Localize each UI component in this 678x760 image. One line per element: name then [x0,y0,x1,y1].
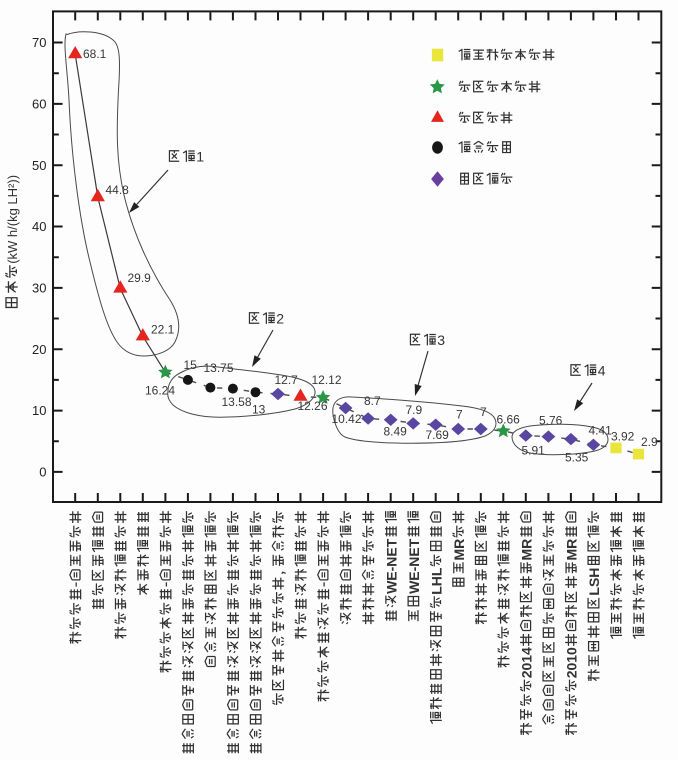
svg-text:40: 40 [32,219,46,234]
svg-text:0: 0 [39,465,46,480]
svg-text:7: 7 [456,408,463,422]
svg-text:15: 15 [184,358,198,372]
svg-text:30: 30 [32,281,46,296]
svg-text:68.1: 68.1 [83,47,107,61]
svg-text:6.66: 6.66 [497,413,521,427]
svg-text:44.8: 44.8 [106,183,130,197]
svg-text:13.58: 13.58 [222,395,252,409]
svg-text:8.49: 8.49 [384,425,408,439]
svg-text:MR: MR [451,539,467,561]
svg-text:13.75: 13.75 [204,361,234,375]
svg-text:12.26: 12.26 [298,399,328,413]
svg-text:13: 13 [252,403,266,417]
svg-text:60: 60 [32,97,46,112]
svg-text:2: 2 [276,311,284,327]
svg-text:3.92: 3.92 [611,430,635,444]
svg-text:12.7: 12.7 [275,373,299,387]
svg-text:5.76: 5.76 [539,414,563,428]
svg-text:2.9: 2.9 [641,435,658,449]
svg-text:12.12: 12.12 [312,373,342,387]
svg-text:7: 7 [480,405,487,419]
svg-text:WE-NET: WE-NET [406,538,422,594]
svg-text:4: 4 [598,363,606,379]
svg-text:50: 50 [32,158,46,173]
svg-text:LHL: LHL [428,567,444,595]
svg-text:22.1: 22.1 [151,323,175,337]
svg-text:MR: MR [564,539,580,561]
svg-text:10.42: 10.42 [332,412,362,426]
svg-text:(kW h/(kg LH²)): (kW h/(kg LH²)) [5,175,20,264]
svg-text:5.35: 5.35 [565,451,589,465]
svg-text:WE-NET: WE-NET [383,538,399,594]
svg-text:7.9: 7.9 [406,403,423,417]
svg-text:20: 20 [32,342,46,357]
svg-text:2010: 2010 [564,647,580,678]
svg-text:70: 70 [32,35,46,50]
svg-text:3: 3 [437,332,445,348]
svg-text:2014: 2014 [518,647,534,678]
svg-text:8.7: 8.7 [364,394,381,408]
svg-text:7.69: 7.69 [426,428,450,442]
svg-text:10: 10 [32,403,46,418]
svg-text:LSH: LSH [586,568,602,596]
svg-text:1: 1 [196,149,204,165]
svg-text:16.24: 16.24 [145,384,175,398]
svg-text:4.41: 4.41 [589,424,613,438]
svg-text:29.9: 29.9 [128,271,152,285]
svg-text:5.91: 5.91 [522,444,546,458]
svg-text:MR: MR [518,539,534,561]
